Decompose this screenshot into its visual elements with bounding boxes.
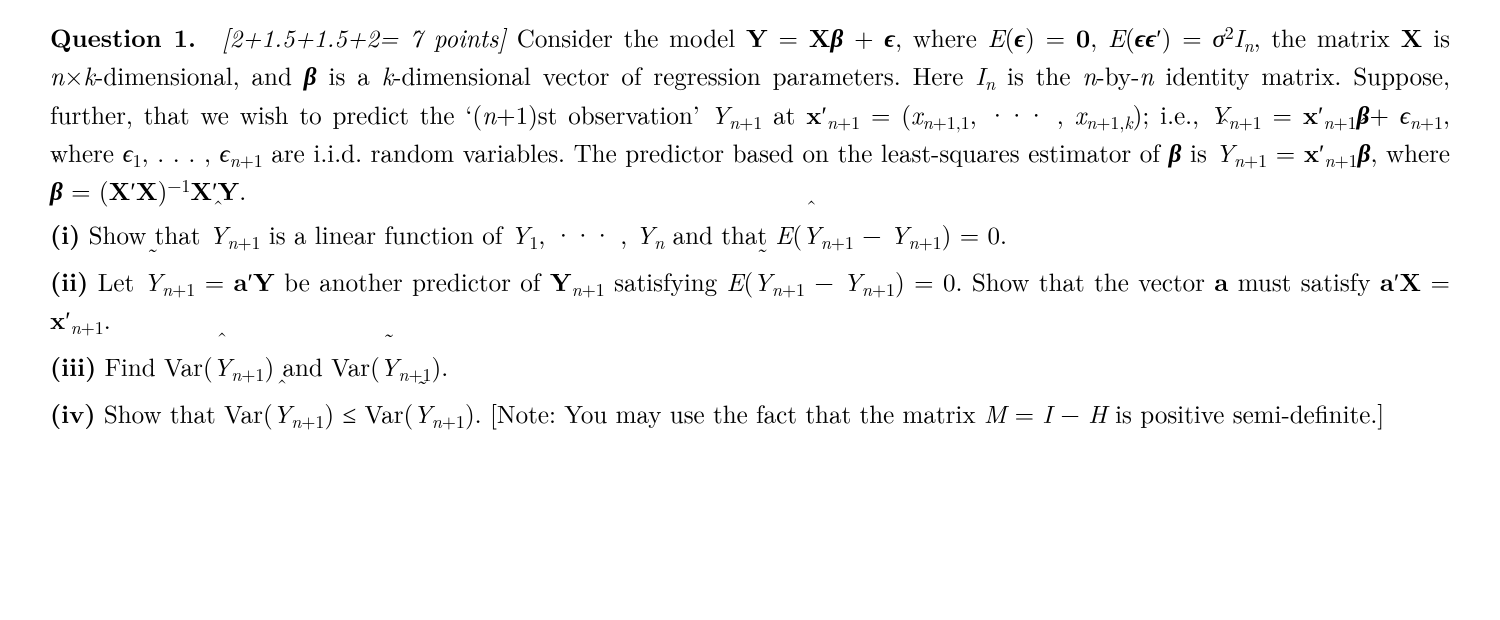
question-points: [2+1.5+1.5+2= 7 points]	[222, 20, 506, 55]
part-iii: (iii) Find Var(ˆYn+1) and Var(˜Yn+1).	[50, 350, 1450, 387]
part-iii-label: (iii)	[50, 349, 96, 384]
part-iv-label: (iv)	[50, 396, 96, 431]
question-intro: Question 1. [2+1.5+1.5+2= 7 points] Cons…	[50, 20, 1450, 208]
part-i-text: Show that ˆYn+1 is a linear function of …	[89, 217, 1007, 252]
part-i: (i) Show that ˆYn+1 is a linear function…	[50, 218, 1450, 255]
part-iv-text: Show that Var(ˆYn+1) ≤ Var(˜Yn+1). [Note…	[104, 396, 1384, 431]
part-ii-label: (ii)	[50, 264, 88, 299]
question-label: Question 1.	[50, 20, 196, 55]
part-ii-text: Let ˜Yn+1 = a′Y be another predictor of …	[50, 264, 1450, 336]
part-ii: (ii) Let ˜Yn+1 = a′Y be another predicto…	[50, 265, 1450, 340]
question-block: Question 1. [2+1.5+1.5+2= 7 points] Cons…	[50, 20, 1450, 435]
part-i-label: (i)	[50, 217, 80, 252]
part-iv: (iv) Show that Var(ˆYn+1) ≤ Var(˜Yn+1). …	[50, 397, 1450, 434]
